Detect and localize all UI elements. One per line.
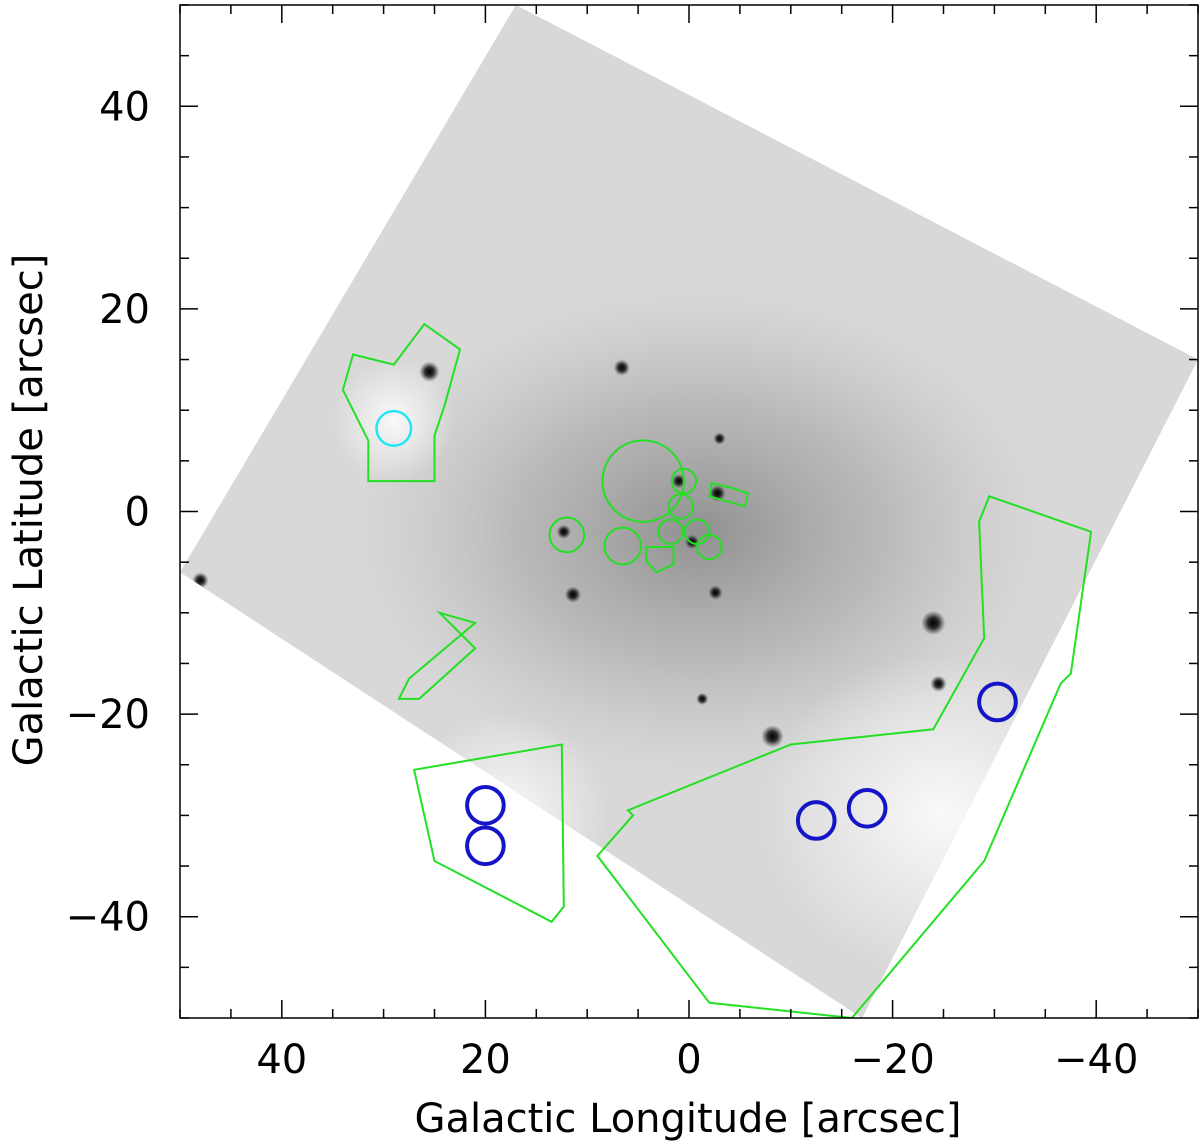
blue-region-circle xyxy=(465,784,506,826)
green-region-circle xyxy=(657,518,684,545)
point-source xyxy=(930,675,947,692)
point-source xyxy=(564,586,582,603)
green-region-polygon xyxy=(412,743,565,924)
point-source xyxy=(761,725,784,748)
x-tick-label: 20 xyxy=(460,1037,511,1083)
point-source xyxy=(696,692,709,706)
green-region-circle xyxy=(603,526,643,566)
y-tick-label: 20 xyxy=(99,287,150,333)
green-region-polygon xyxy=(708,481,750,508)
bright-region-se xyxy=(760,652,1127,979)
point-source xyxy=(921,610,946,636)
x-tick-labels: 40 20 0 −20 −40 xyxy=(256,1037,1138,1083)
green-region-circle xyxy=(601,439,685,523)
central-emission xyxy=(353,287,1046,777)
blue-region-circle xyxy=(465,825,506,867)
point-source xyxy=(419,361,440,382)
x-tick-label: 40 xyxy=(256,1037,307,1083)
blue-region-circle xyxy=(795,800,837,841)
point-source xyxy=(708,585,723,600)
y-tick-label: −20 xyxy=(66,692,150,738)
y-axis-title: Galactic Latitude [arcsec] xyxy=(6,254,52,767)
point-source xyxy=(671,473,686,489)
bright-region-s xyxy=(403,713,608,918)
green-region-circle xyxy=(696,533,723,561)
green-region-polygon xyxy=(596,495,1093,1018)
cyan-region-circle xyxy=(375,409,413,447)
green-region-polygon xyxy=(341,322,462,483)
point-source xyxy=(192,572,209,589)
green-region-polygon xyxy=(645,546,675,574)
green-region-circle xyxy=(670,467,698,495)
axis-ticks xyxy=(179,4,1199,1019)
y-tick-label: 40 xyxy=(99,84,150,130)
x-tick-label: 0 xyxy=(676,1037,701,1083)
y-tick-label: 0 xyxy=(125,490,150,536)
blue-region-circle xyxy=(846,787,888,829)
point-source xyxy=(613,359,630,376)
blue-region-circle xyxy=(977,681,1018,723)
x-tick-label: −20 xyxy=(850,1037,934,1083)
green-region-circle xyxy=(667,493,695,520)
x-axis-title: Galactic Longitude [arcsec] xyxy=(414,1096,961,1142)
point-source xyxy=(556,524,571,539)
bright-region-ne xyxy=(332,359,455,482)
y-tick-label: −40 xyxy=(66,895,150,941)
y-tick-labels: 40 20 0 −20 −40 xyxy=(66,84,150,940)
region-overlays xyxy=(341,322,1093,1018)
point-source xyxy=(713,432,726,445)
point-source xyxy=(338,750,358,769)
green-region-polygon xyxy=(397,610,478,700)
green-region-circle xyxy=(548,516,586,554)
x-tick-label: −40 xyxy=(1054,1037,1138,1083)
